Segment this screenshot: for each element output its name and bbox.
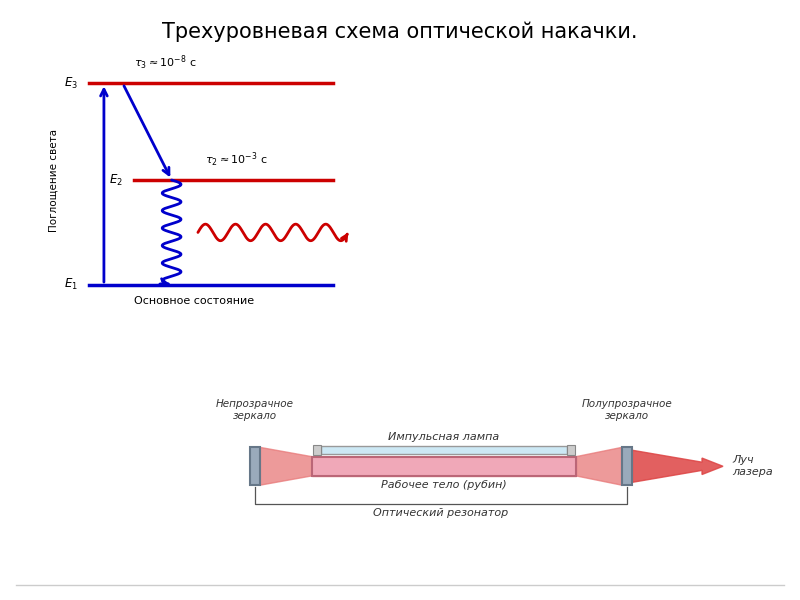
Text: Поглощение света: Поглощение света <box>48 128 58 232</box>
Text: $\tau_3 \approx 10^{-8}$ с: $\tau_3 \approx 10^{-8}$ с <box>134 53 197 72</box>
Polygon shape <box>576 448 622 485</box>
Bar <box>314 445 321 455</box>
Bar <box>312 457 576 476</box>
Polygon shape <box>633 450 723 482</box>
Text: $E_2$: $E_2$ <box>109 172 122 188</box>
Text: Непрозрачное
зеркало: Непрозрачное зеркало <box>216 400 294 421</box>
Bar <box>622 448 632 485</box>
Text: $E_3$: $E_3$ <box>64 76 78 91</box>
Text: Импульсная лампа: Импульсная лампа <box>388 431 500 442</box>
Polygon shape <box>260 448 312 485</box>
Text: Трехуровневая схема оптической накачки.: Трехуровневая схема оптической накачки. <box>162 21 638 41</box>
Bar <box>567 445 574 455</box>
Text: Рабочее тело (рубин): Рабочее тело (рубин) <box>381 480 507 490</box>
Polygon shape <box>312 457 576 476</box>
Text: $\tau_2 \approx 10^{-3}$ с: $\tau_2 \approx 10^{-3}$ с <box>206 150 268 169</box>
Text: Основное состояние: Основное состояние <box>134 296 254 306</box>
Bar <box>250 448 260 485</box>
Text: Оптический резонатор: Оптический резонатор <box>374 508 509 518</box>
Text: $E_1$: $E_1$ <box>64 277 78 292</box>
Bar <box>321 446 567 454</box>
Text: Полупрозрачное
зеркало: Полупрозрачное зеркало <box>582 400 672 421</box>
Text: Луч
лазера: Луч лазера <box>732 455 773 477</box>
